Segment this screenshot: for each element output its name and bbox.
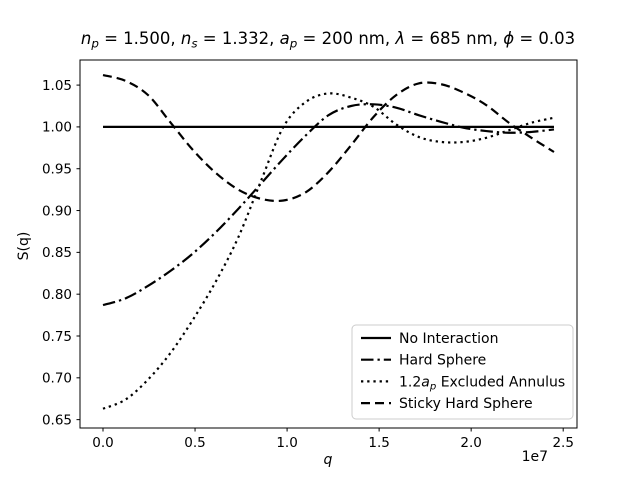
rich-text-segment: Hard Sphere — [399, 353, 486, 369]
rich-text-segment: a — [280, 29, 290, 48]
y-tick-label: 0.90 — [42, 203, 72, 219]
legend-entry-hard-sphere: Hard Sphere — [361, 353, 486, 369]
legend-box — [351, 324, 574, 420]
rich-text-segment: λ — [394, 29, 405, 48]
y-tick-label: 0.75 — [42, 329, 72, 345]
x-tick-label: 0.0 — [92, 435, 113, 451]
y-tick-label: 0.65 — [42, 412, 72, 428]
rich-text-segment: n — [81, 29, 91, 48]
rich-text-segment: q — [324, 452, 333, 468]
legend-entry-1-2a-p-excluded-annulus: 1.2ap Excluded Annulus — [361, 374, 565, 392]
rich-text-segment: p — [90, 37, 99, 51]
x-axis-label: q — [324, 452, 333, 468]
axes-frame — [79, 59, 578, 429]
rich-text-segment: p — [289, 37, 298, 51]
rich-text-segment: a — [421, 374, 430, 390]
rich-text-segment: = 685 nm, — [405, 29, 503, 48]
rich-text-segment: = 200 nm, — [297, 29, 395, 48]
legend-label: 1.2ap Excluded Annulus — [399, 374, 565, 392]
x-axis-offset-label: 1e7 — [522, 449, 548, 465]
rich-text-segment: Excluded Annulus — [436, 374, 565, 390]
y-tick-label: 1.00 — [42, 120, 72, 136]
rich-text-segment: ϕ — [503, 29, 514, 48]
rich-text-segment: 1.2 — [399, 374, 421, 390]
y-tick-label: 0.85 — [42, 245, 72, 261]
chart-title: np = 1.500, ns = 1.332, ap = 200 nm, λ =… — [81, 29, 575, 51]
legend-label: Sticky Hard Sphere — [399, 396, 533, 412]
legend: No Interaction Hard Sphere 1.2ap Excluded … — [351, 324, 574, 420]
y-axis-label: S(q) — [16, 232, 32, 261]
rich-text-segment: = 1.500, — [99, 29, 181, 48]
y-tick-label: 0.80 — [42, 287, 72, 303]
x-tick-label: 2.0 — [460, 435, 481, 451]
curves-group — [102, 73, 555, 410]
legend-label: No Interaction — [399, 331, 498, 347]
y-axis-ticks: 0.65 0.70 0.75 0.80 0.85 0.90 0.95 1.00 1.05 — [42, 78, 80, 428]
curve-sticky-hard-sphere — [102, 73, 555, 203]
rich-text-segment: s — [191, 37, 197, 51]
y-tick-label: 1.05 — [42, 78, 72, 94]
legend-label: Hard Sphere — [399, 353, 486, 369]
rich-text-segment: Sticky Hard Sphere — [399, 396, 533, 412]
rich-text-segment: = 0.03 — [514, 29, 575, 48]
curve-1-2a-p-excluded-annulus — [102, 92, 555, 410]
x-axis-ticks: 0.0 0.5 1.0 1.5 2.0 2.5 — [92, 428, 574, 451]
x-tick-label: 2.5 — [552, 435, 573, 451]
curve-hard-sphere — [102, 103, 555, 307]
y-tick-label: 0.95 — [42, 162, 72, 178]
y-tick-label: 0.70 — [42, 371, 72, 387]
legend-entry-sticky-hard-sphere: Sticky Hard Sphere — [361, 396, 533, 412]
x-tick-label: 1.5 — [368, 435, 389, 451]
rich-text-segment: = 1.332, — [198, 29, 280, 48]
x-tick-label: 0.5 — [184, 435, 205, 451]
rich-text-segment: No Interaction — [399, 331, 498, 347]
legend-entry-no-interaction: No Interaction — [361, 331, 498, 347]
rich-text-segment: n — [181, 29, 191, 48]
x-tick-label: 1.0 — [276, 435, 297, 451]
rich-text-segment: p — [429, 381, 436, 392]
